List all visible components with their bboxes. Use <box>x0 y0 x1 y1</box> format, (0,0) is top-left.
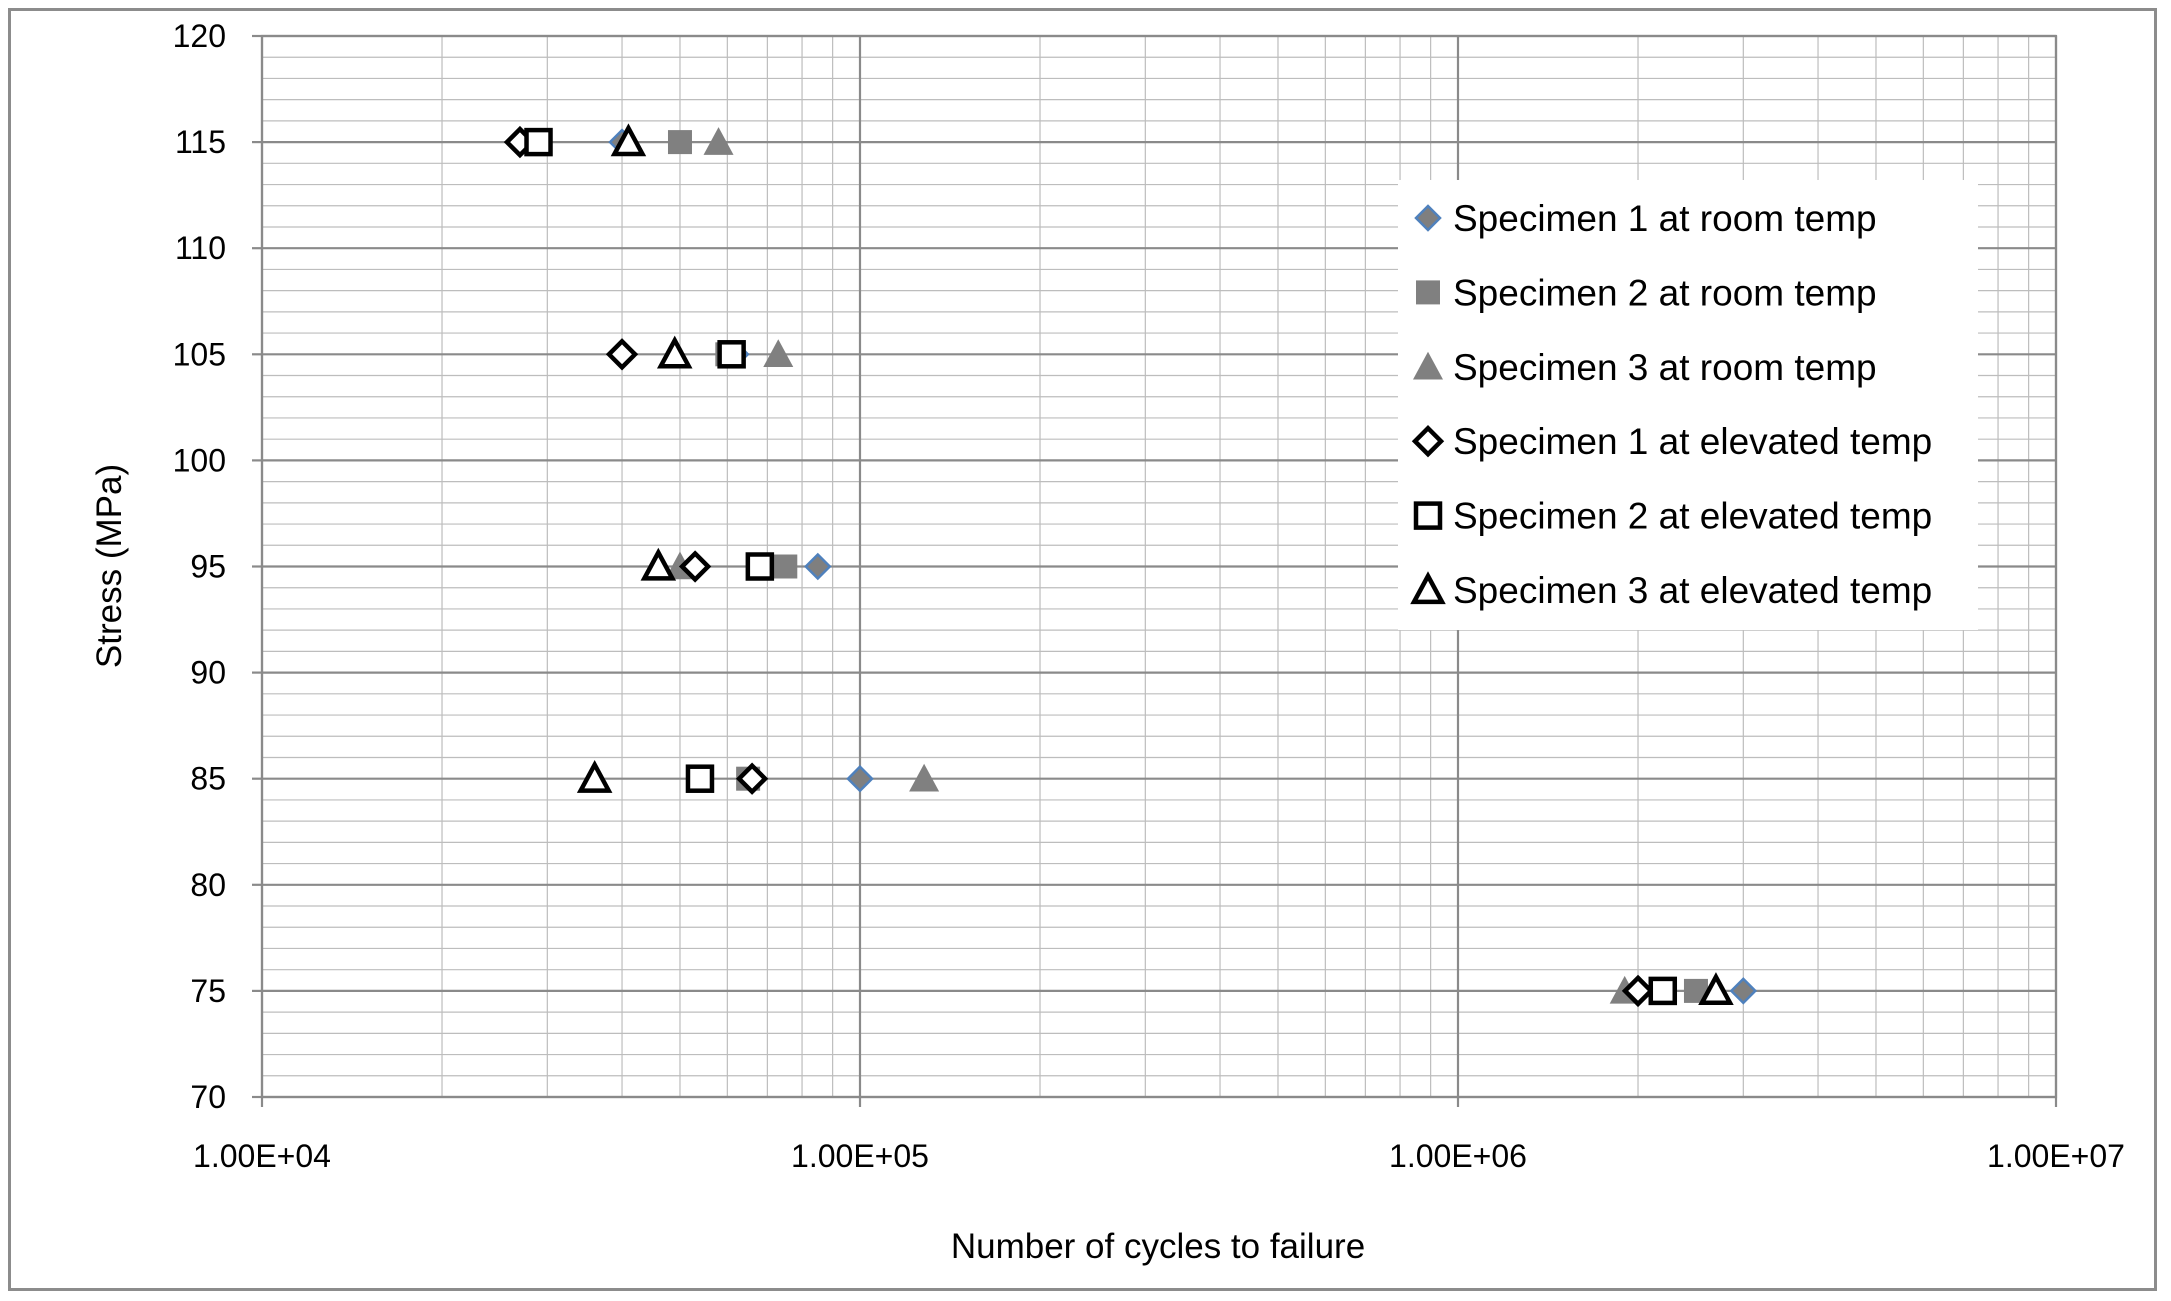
square-marker <box>524 127 553 157</box>
legend-label: Specimen 1 at elevated temp <box>1453 421 1932 462</box>
legend-label: Specimen 3 at elevated temp <box>1453 570 1932 611</box>
y-tick-label: 110 <box>175 230 226 266</box>
legend: Specimen 1 at room temp Specimen 2 at roo… <box>1398 180 1978 630</box>
legend-item: Specimen 1 at room temp <box>1414 198 1877 239</box>
triangle-marker <box>763 339 794 368</box>
x-tick-label: 1.00E+05 <box>791 1138 929 1174</box>
y-tick-label: 115 <box>175 124 226 160</box>
diamond-marker <box>1414 204 1442 232</box>
y-tick-label: 90 <box>190 655 226 691</box>
legend-label: Specimen 2 at room temp <box>1453 272 1877 313</box>
square-marker <box>1648 976 1678 1006</box>
triangle-marker <box>1410 571 1446 605</box>
triangle-marker <box>1413 351 1443 380</box>
triangle-marker <box>1698 972 1734 1006</box>
legend-item: Specimen 1 at elevated temp <box>1411 421 1932 462</box>
legend-label: Specimen 1 at room temp <box>1453 198 1877 239</box>
diamond-marker <box>846 764 874 793</box>
legend-item: Specimen 2 at elevated temp <box>1413 496 1932 537</box>
legend-label: Specimen 3 at room temp <box>1453 347 1877 388</box>
triangle-marker <box>610 123 647 157</box>
square-marker <box>1416 280 1440 305</box>
diamond-marker <box>1729 977 1758 1005</box>
legend-label: Specimen 2 at elevated temp <box>1453 496 1932 537</box>
triangle-marker <box>703 127 734 155</box>
x-tick-label: 1.00E+04 <box>193 1138 331 1174</box>
x-axis-title: Number of cycles to failure <box>951 1227 1365 1266</box>
y-tick-label: 75 <box>190 973 226 1009</box>
series-5 <box>524 127 1678 1006</box>
y-axis-title: Stress (MPa) <box>90 464 129 668</box>
data-marker-layer <box>503 123 1758 1008</box>
y-tick-label: 100 <box>173 442 226 478</box>
triangle-marker <box>656 335 693 369</box>
diamond-marker <box>678 550 712 583</box>
diamond-marker <box>605 338 639 371</box>
y-tick-label: 105 <box>173 336 226 372</box>
square-marker <box>745 552 775 581</box>
diamond-marker <box>1411 425 1445 458</box>
plot-area-border <box>260 34 2058 1099</box>
tick-label-layer: 70 75 80 85 90 95 100 105 110 115 120 1.00E+04 1.00E… <box>173 18 2125 1174</box>
square-marker <box>773 554 798 579</box>
y-tick-label: 80 <box>190 867 226 903</box>
diamond-marker <box>1621 974 1655 1008</box>
square-marker <box>685 764 715 793</box>
series-6 <box>576 123 1734 1006</box>
y-tick-label: 120 <box>173 18 226 54</box>
y-tick-label: 95 <box>190 549 226 585</box>
y-tick-label: 70 <box>190 1079 226 1115</box>
y-tick-label: 85 <box>190 761 226 797</box>
x-tick-label: 1.00E+06 <box>1389 1138 1527 1174</box>
triangle-marker <box>640 547 677 581</box>
series-4 <box>503 125 1655 1008</box>
x-tick-label: 1.00E+07 <box>1987 1138 2125 1174</box>
triangle-marker <box>909 763 940 792</box>
legend-item: Specimen 3 at room temp <box>1413 347 1877 388</box>
diamond-marker <box>804 552 832 581</box>
triangle-marker <box>576 759 613 793</box>
square-marker <box>1413 501 1443 530</box>
legend-box <box>1398 180 1978 630</box>
legend-item: Specimen 3 at elevated temp <box>1410 570 1932 611</box>
diamond-marker <box>735 762 769 795</box>
square-marker <box>717 340 746 369</box>
legend-item: Specimen 2 at room temp <box>1416 272 1877 313</box>
square-marker <box>667 130 692 155</box>
